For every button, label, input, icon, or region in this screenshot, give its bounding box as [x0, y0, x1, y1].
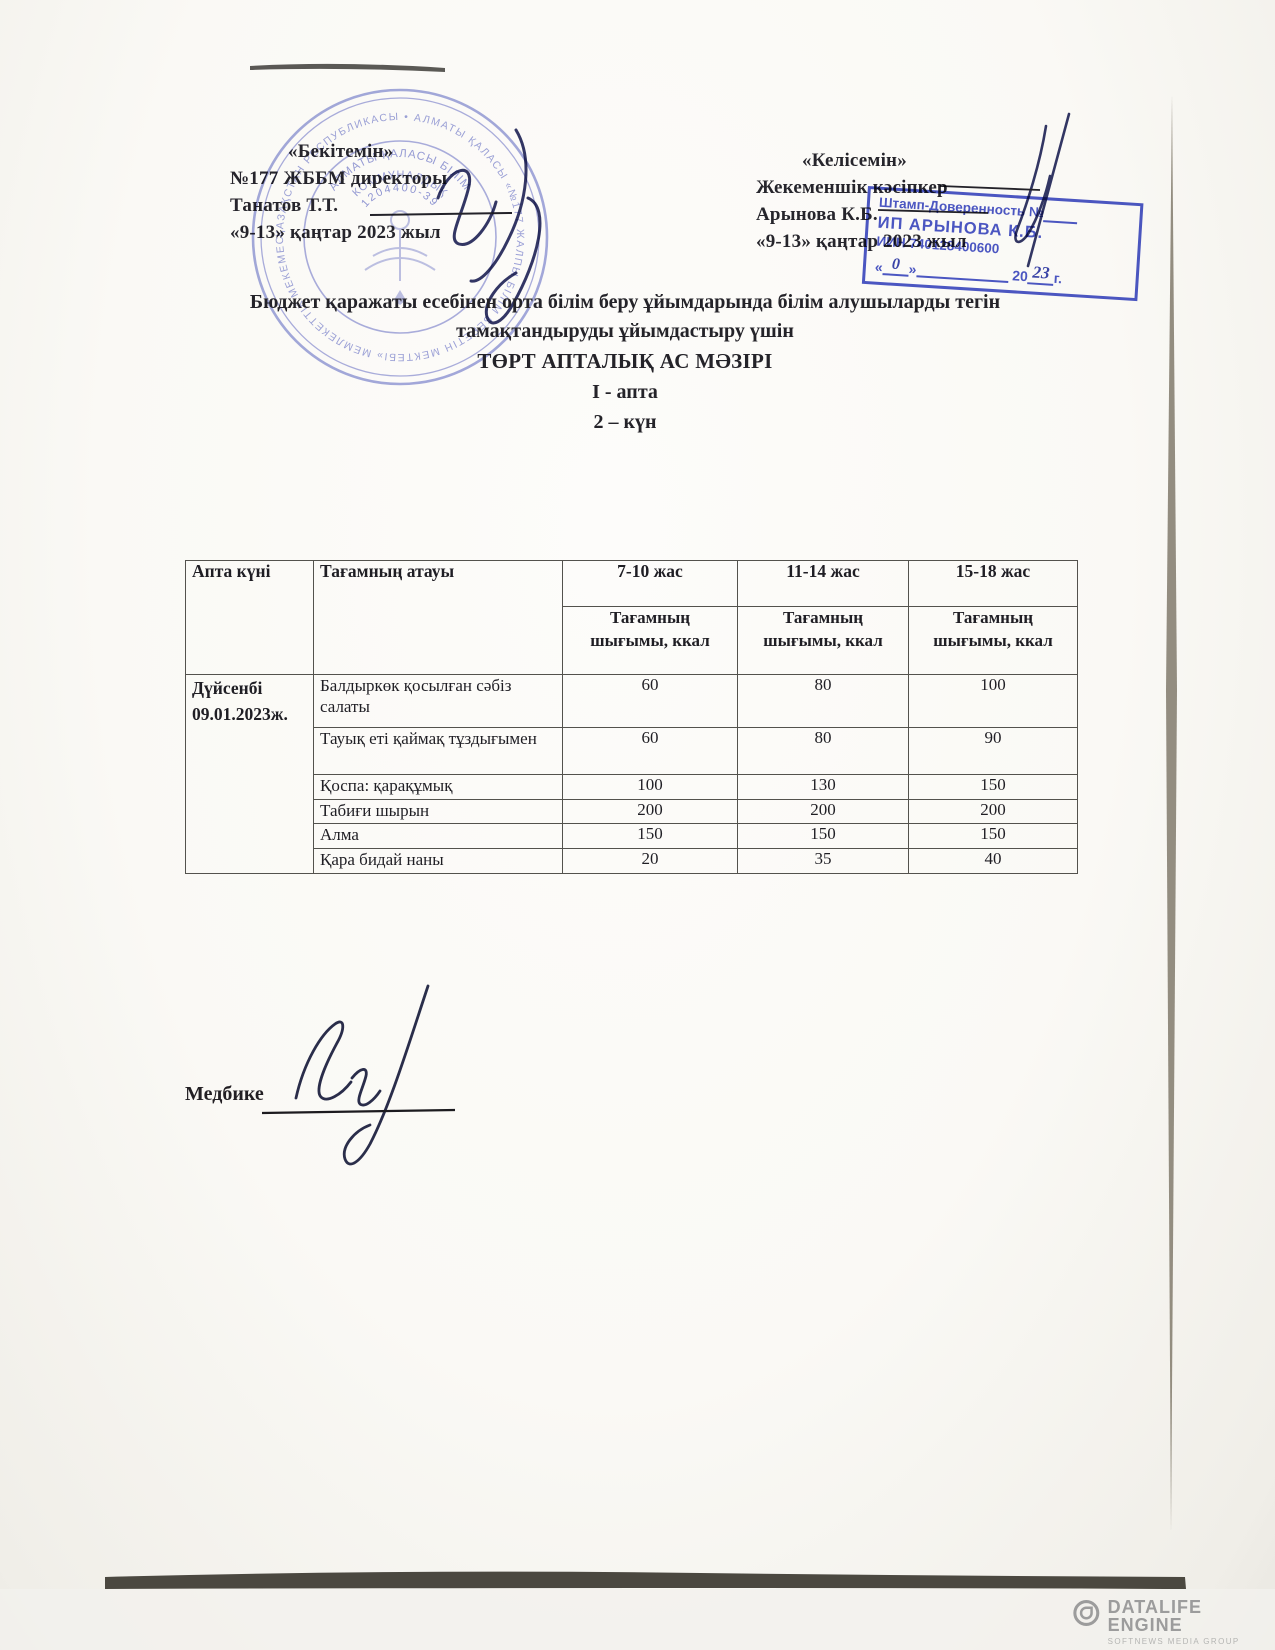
kcal-11-14: 80: [737, 727, 909, 775]
doc-title-week: І - апта: [592, 381, 658, 403]
doc-title-line1: Бюджет қаражаты есебінен орта білім беру…: [249, 291, 1001, 313]
datalife-watermark: DATALIFE ENGINE SOFTNEWS MEDIA GROUP: [1072, 1598, 1275, 1646]
kcal-15-18: 200: [908, 799, 1078, 824]
doc-title-line3: ТӨРТ АПТАЛЫҚ АС МӘЗІРІ: [477, 349, 773, 373]
kcal-11-14: 80: [737, 674, 909, 728]
dish-name: Тауық еті қаймақ тұздығымен: [313, 727, 563, 775]
kcal-7-10: 20: [562, 848, 738, 874]
approval-right-name: Арынова К.Б.: [756, 203, 878, 225]
paper-edge-shadow-right: [1166, 95, 1177, 1532]
table-row: Тауық еті қаймақ тұздығымен 60 80 90: [186, 727, 1078, 775]
kcal-7-10: 150: [562, 823, 738, 849]
dish-name: Алма: [313, 823, 563, 849]
table-row: Дүйсенбі 09.01.2023ж. Балдыркөк қосылған…: [185, 674, 1078, 874]
dish-name: Қара бидай наны: [313, 848, 563, 874]
menu-table: Апта күні Тағамның атауы 7-10 жас 11-14 …: [185, 559, 1078, 874]
kcal-7-10: 200: [562, 799, 738, 824]
doc-title-line2: тамақтандыруды ұйымдастыру үшін: [456, 320, 794, 342]
kcal-11-14: 200: [737, 799, 909, 824]
nurse-label: Медбике: [185, 1083, 264, 1105]
watermark-brand: DATALIFE ENGINE: [1107, 1597, 1202, 1635]
kcal-7-10: 100: [562, 774, 738, 800]
table-row: Қара бидай наны 20 35 40: [186, 848, 1078, 874]
typed-underlines: [369, 185, 1041, 216]
kcal-15-18: 90: [908, 727, 1078, 775]
nurse-signature-line: [261, 1108, 456, 1115]
nurse-signature: [294, 984, 430, 1166]
director-signature: [436, 128, 542, 325]
kcal-11-14: 150: [737, 823, 909, 849]
dish-name: Табиғи шырын: [313, 799, 563, 824]
approval-right-title: «Келісемін»: [802, 150, 907, 171]
table-header-row-ages: Апта күні Тағамның атауы 7-10 жас 11-14 …: [185, 559, 1078, 675]
kcal-15-18: 150: [908, 823, 1078, 849]
table-row: Алма 150 150 150: [186, 823, 1078, 849]
col-header-dish: Тағамның атауы: [313, 560, 563, 675]
kcal-15-18: 100: [908, 674, 1078, 728]
subheader-kcal-2: Тағамның шығымы, ккал: [737, 606, 909, 675]
col-header-age-11-14: 11-14 жас: [737, 559, 909, 608]
doc-title-day: 2 – күн: [593, 411, 657, 433]
kcal-15-18: 150: [908, 774, 1078, 800]
round-stamp-emblem: [364, 210, 436, 305]
col-header-age-15-18: 15-18 жас: [908, 559, 1078, 608]
table-header-row-sub: Тағамның шығымы, ккал Тағамның шығымы, к…: [186, 606, 1078, 675]
dish-name: Қоспа: қарақұмық: [313, 774, 563, 800]
scan-background-below-paper: [0, 1589, 1275, 1650]
approval-right-block: «Келісемін» Жекеменшік кәсіпкер Арынова …: [756, 148, 967, 256]
weekday-cell: Дүйсенбі 09.01.2023ж.: [185, 674, 314, 874]
approval-right-org: Жекеменшік кәсіпкер: [756, 176, 948, 198]
subheader-kcal-3: Тағамның шығымы, ккал: [908, 606, 1078, 675]
round-official-stamp: ҚАЗАҚСТАН РЕСПУБЛИКАСЫ • АЛМАТЫ ҚАЛАСЫ «…: [247, 84, 549, 386]
datalife-logo-icon: [1073, 1600, 1100, 1626]
col-header-weekday: Апта күні: [185, 560, 314, 675]
approval-left-date: «9-13» қаңтар 2023 жыл: [230, 221, 441, 243]
approval-left-org: №177 ЖББМ директоры: [230, 167, 448, 189]
approval-right-date: «9-13» қаңтар 2023 жыл: [756, 230, 967, 252]
watermark-subtitle: SOFTNEWS MEDIA GROUP: [1107, 1637, 1240, 1646]
table-row: Қоспа: қарақұмық 100 130 150: [186, 774, 1078, 800]
paper-bottom-edge: [105, 1571, 1186, 1589]
kcal-7-10: 60: [562, 727, 738, 775]
col-header-age-7-10: 7-10 жас: [562, 559, 738, 608]
kcal-11-14: 130: [737, 774, 909, 800]
kcal-15-18: 40: [908, 848, 1078, 874]
kcal-7-10: 60: [562, 674, 738, 728]
scan-artifact-top-line: [250, 63, 445, 72]
entrepreneur-signature: [1014, 112, 1071, 268]
kcal-11-14: 35: [737, 848, 909, 874]
table-row: Табиғи шырын 200 200 200: [186, 799, 1078, 824]
dish-name: Балдыркөк қосылған сәбіз салаты: [313, 674, 563, 728]
subheader-kcal-1: Тағамның шығымы, ккал: [562, 606, 738, 675]
